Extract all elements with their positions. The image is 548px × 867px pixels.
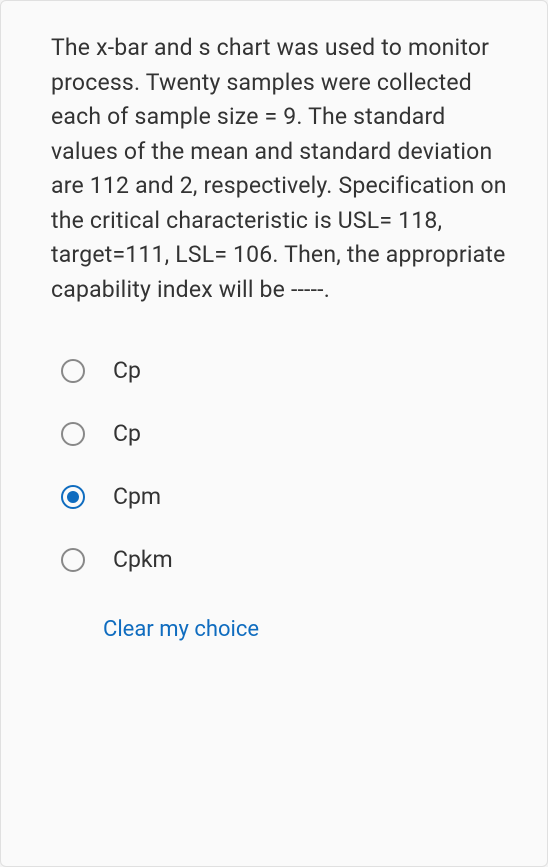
- option-label-1: Cp: [113, 420, 141, 447]
- option-label-3: Cpkm: [113, 546, 173, 573]
- option-item-1[interactable]: Cp: [61, 420, 515, 447]
- radio-button-2[interactable]: [61, 485, 85, 509]
- option-item-3[interactable]: Cpkm: [61, 546, 515, 573]
- options-list: Cp Cp Cpm Cpkm: [51, 357, 515, 573]
- question-text: The x-bar and s chart was used to monito…: [51, 31, 515, 307]
- option-item-2[interactable]: Cpm: [61, 483, 515, 510]
- radio-button-3[interactable]: [61, 548, 85, 572]
- option-item-0[interactable]: Cp: [61, 357, 515, 384]
- option-label-0: Cp: [113, 357, 141, 384]
- radio-button-0[interactable]: [61, 359, 85, 383]
- clear-choice-link[interactable]: Clear my choice: [103, 617, 259, 642]
- question-container: The x-bar and s chart was used to monito…: [0, 0, 548, 867]
- radio-button-1[interactable]: [61, 422, 85, 446]
- option-label-2: Cpm: [113, 483, 161, 510]
